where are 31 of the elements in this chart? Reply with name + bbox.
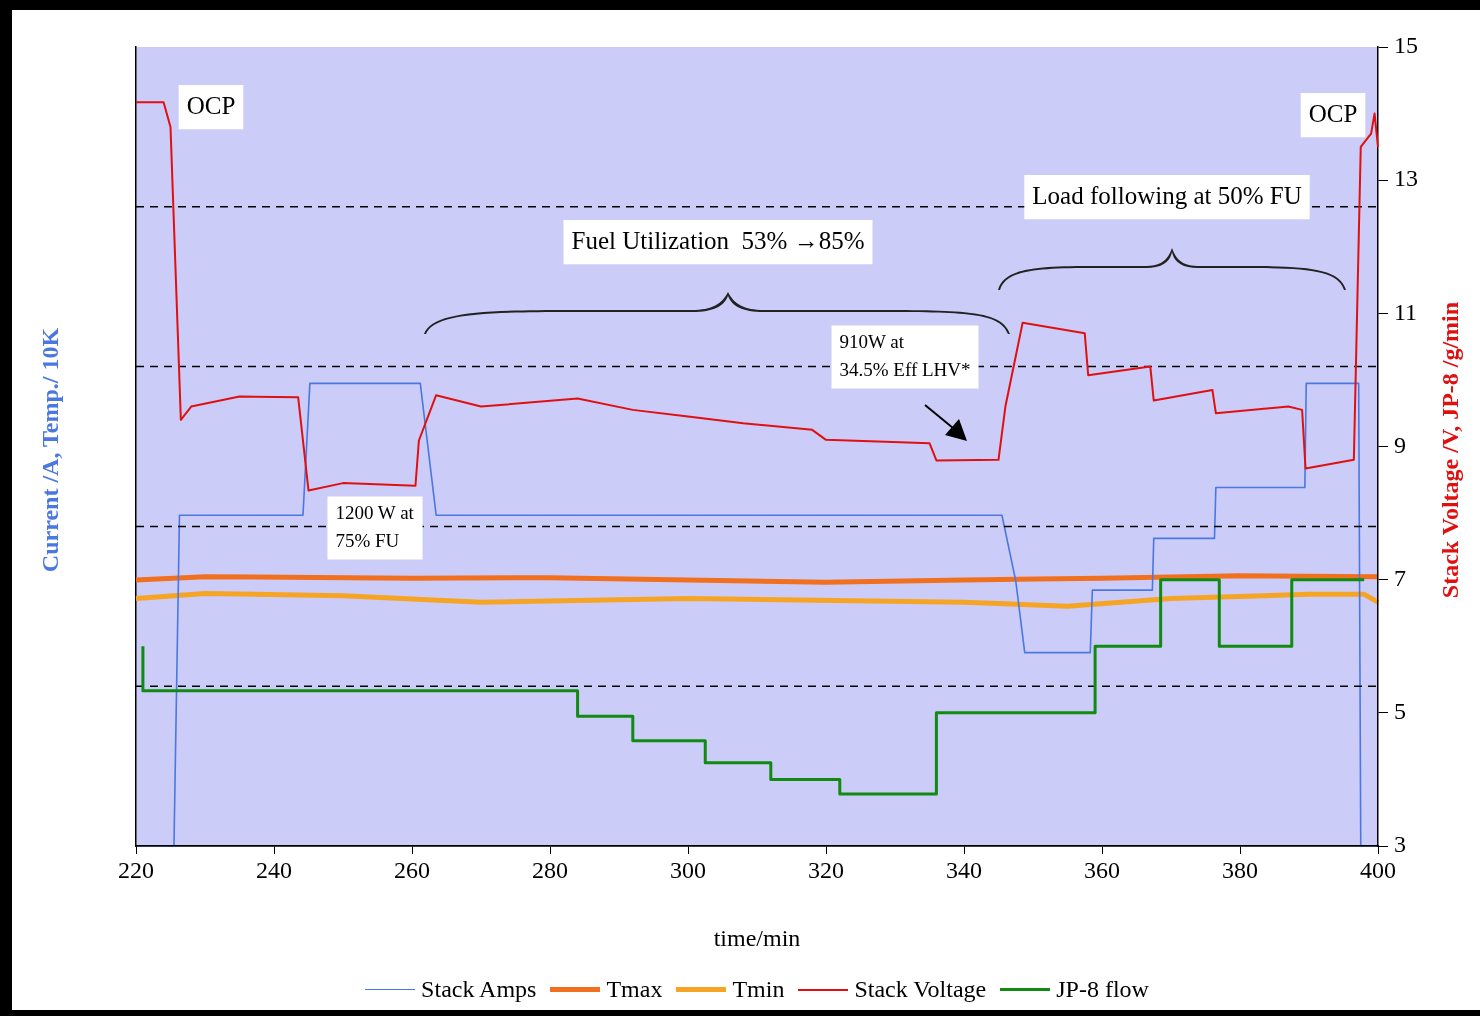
x-tick-label: 320	[808, 856, 844, 883]
x-tick-label: 360	[1084, 856, 1120, 883]
annotation: 910W at 34.5% Eff LHV*	[839, 331, 971, 380]
y2-axis-title: Stack Voltage /V, JP-8 /g/min	[1436, 301, 1464, 599]
annotation: Fuel Utilization 53% →85%	[571, 226, 865, 254]
legend-label: Tmax	[606, 976, 663, 1003]
y2-tick-label: 13	[1394, 165, 1418, 192]
x-tick-label: 380	[1222, 856, 1258, 883]
y2-tick-label: 11	[1394, 298, 1418, 325]
y2-tick-label: 9	[1394, 431, 1406, 458]
x-tick-label: 220	[118, 856, 154, 883]
y-axis-title: Current /A, Temp./ 10K	[36, 327, 64, 573]
legend-label: Tmin	[732, 976, 785, 1003]
x-tick-label: 240	[256, 856, 292, 883]
x-axis-title: time/min	[713, 924, 801, 951]
legend-label: Stack Amps	[421, 976, 537, 1003]
y2-tick-label: 15	[1394, 32, 1418, 59]
x-tick-label: 400	[1360, 856, 1396, 883]
annotation: Load following at 50% FU	[1032, 181, 1302, 209]
annotation: OCP	[186, 91, 236, 119]
x-tick-label: 340	[946, 856, 982, 883]
legend-label: Stack Voltage	[854, 976, 987, 1003]
annotation: OCP	[1308, 99, 1358, 127]
legend-label: JP-8 flow	[1056, 976, 1149, 1003]
x-tick-label: 300	[670, 856, 706, 883]
annotation: 1200 W at 75% FU	[335, 502, 415, 551]
y2-tick-label: 7	[1394, 564, 1406, 591]
y2-tick-label: 3	[1394, 831, 1406, 858]
x-tick-label: 260	[394, 856, 430, 883]
x-tick-label: 280	[532, 856, 568, 883]
y2-tick-label: 5	[1394, 698, 1406, 725]
